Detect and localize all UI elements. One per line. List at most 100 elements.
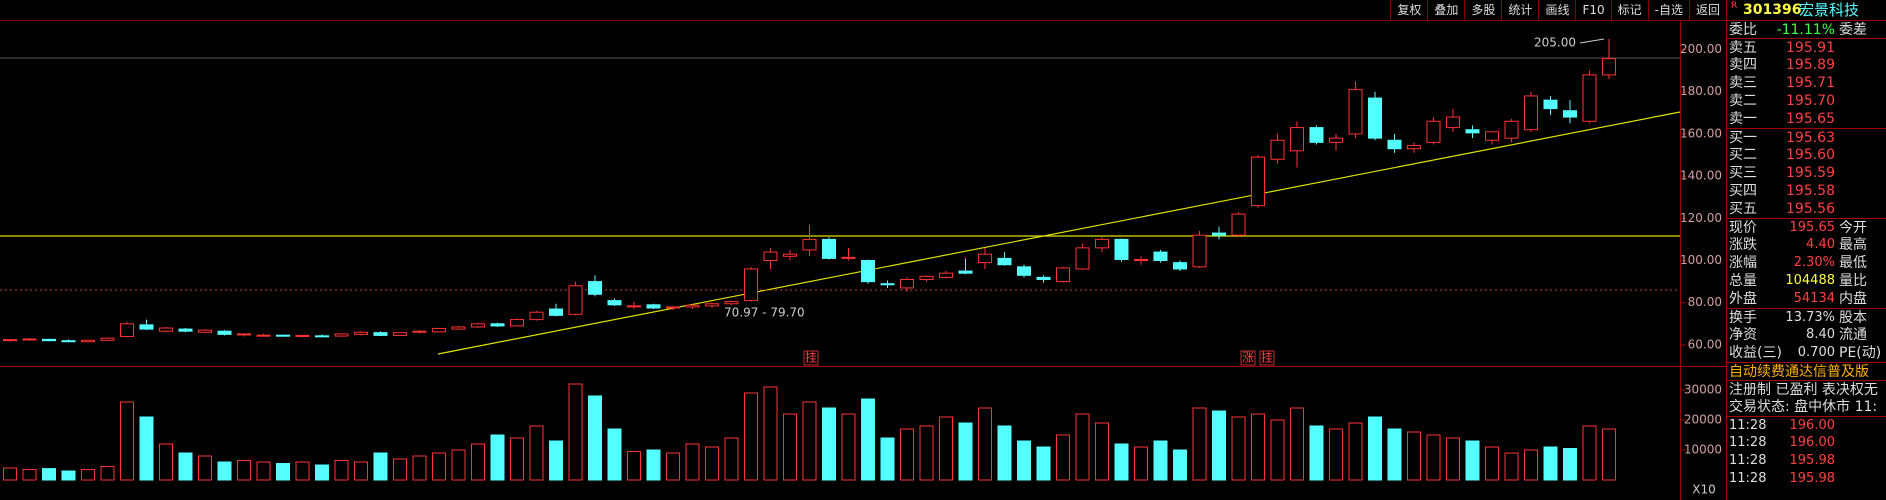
toolbar-button[interactable]: 多股 [1464, 0, 1501, 20]
volume-bar [1602, 428, 1616, 481]
volume-bar [1036, 446, 1051, 481]
volume-bar [1017, 440, 1031, 481]
toolbar-button[interactable]: 复权 [1390, 0, 1427, 20]
candle-body [315, 335, 329, 338]
candle-body [22, 338, 37, 341]
ask-row: 卖一 195.65 [1727, 110, 1886, 128]
candle-body [549, 308, 563, 316]
candle-body [1465, 129, 1480, 134]
label: 买一 [1729, 130, 1757, 146]
candle-body [373, 332, 388, 336]
candle-body [666, 306, 680, 309]
volume-bar [1543, 446, 1558, 481]
candle-body [822, 238, 836, 259]
volume-bar [217, 461, 232, 481]
volume-bar [744, 392, 758, 481]
candle-body [1290, 127, 1304, 152]
candle-body [1543, 99, 1558, 110]
toolbar-button[interactable]: 叠加 [1427, 0, 1464, 20]
candle-body [100, 337, 115, 341]
volume-bar [841, 413, 856, 481]
event-box [803, 350, 819, 366]
label: 收益(三) [1729, 345, 1782, 361]
candle-body [685, 304, 700, 308]
candle-body [393, 332, 407, 336]
candle-body [178, 328, 193, 332]
candle-body [432, 327, 446, 333]
volume-bar [1387, 428, 1402, 481]
volume-bar [1485, 446, 1499, 481]
candle-body [1095, 238, 1109, 249]
tags-row: 注册制 已盈利 表决权无 [1727, 380, 1886, 399]
volume-bar [1192, 407, 1207, 481]
event-box [1240, 350, 1256, 366]
notice: 自动续费通达信普及版 [1729, 364, 1869, 380]
annotation-arrow [1579, 38, 1605, 44]
toolbar-button[interactable]: -自选 [1647, 0, 1689, 20]
candle-body [1309, 127, 1324, 143]
toolbar-button[interactable]: 画线 [1538, 0, 1575, 20]
trade-row: 11:28 195.98 [1727, 452, 1886, 470]
event-label: 挂 [1261, 351, 1273, 365]
volume-bar [1173, 449, 1187, 481]
price: 195.63 [1786, 130, 1835, 146]
volume-bar [510, 437, 524, 481]
candle-body [1251, 156, 1265, 207]
volume-bar [1329, 428, 1343, 481]
volume-bar [373, 452, 388, 481]
volume-bar [997, 425, 1012, 481]
volume-bar [1114, 443, 1129, 481]
candle-body [646, 304, 661, 309]
status-row: 交易状态: 盘中休市 11: [1727, 398, 1886, 416]
volume-bar [198, 455, 212, 481]
label: 委比 [1729, 22, 1757, 38]
y-tick-label: 120.00 [1680, 211, 1722, 225]
volume-bar [646, 449, 661, 481]
toolbar-button[interactable]: 统计 [1501, 0, 1538, 20]
volume-bar [1134, 446, 1148, 481]
candle-body [1270, 139, 1285, 160]
value: 104488 [1785, 273, 1835, 288]
y-tick-label: 30000 [1684, 383, 1722, 397]
y-tick-label: 140.00 [1680, 169, 1722, 183]
candle-body [1056, 267, 1070, 283]
candle-body [61, 340, 76, 343]
candle-body [354, 331, 368, 335]
toolbar-button[interactable]: 标记 [1610, 0, 1648, 20]
value: 8.40 [1806, 327, 1835, 342]
label: 今开 [1839, 220, 1867, 236]
label: 总量 [1729, 273, 1757, 289]
candle-body [1582, 74, 1597, 122]
stock-name: 宏景科技 [1799, 1, 1860, 19]
volume-bar [900, 428, 914, 481]
volume-bar [1446, 437, 1460, 481]
candle-body [607, 300, 622, 306]
volume-bar [978, 407, 992, 481]
candle-body [1407, 145, 1421, 150]
label: 买二 [1729, 147, 1757, 163]
volume-bar [1524, 449, 1538, 481]
toolbar: 复权 叠加 多股 统计 画线 F10 标记 -自选 返回 [1390, 0, 1726, 21]
candle-body [276, 334, 290, 337]
volume-bar [1309, 425, 1324, 481]
candle-body [919, 275, 934, 280]
volume-bar [705, 446, 719, 481]
candle-body [1368, 97, 1382, 139]
flag: R [1731, 1, 1738, 11]
volume-bar [256, 461, 271, 481]
volume-bar [490, 434, 505, 481]
volume-bar [1465, 440, 1480, 481]
stat-row: 收益(三) 0.700 PE(动) [1727, 344, 1886, 362]
price: 195.70 [1786, 93, 1835, 109]
candle-body [451, 326, 466, 330]
stat-row: 涨幅 2.30% 最低 [1727, 254, 1886, 272]
candle-body [1602, 58, 1616, 76]
candle-body [1387, 139, 1402, 150]
toolbar-button[interactable]: 返回 [1688, 0, 1726, 20]
volume-bar [1212, 410, 1226, 481]
label: 涨跌 [1729, 237, 1757, 253]
toolbar-button[interactable]: F10 [1575, 0, 1610, 20]
label: PE(动) [1839, 345, 1882, 361]
stat-row: 净资 8.40 流通 [1727, 326, 1886, 344]
volume-bar [412, 455, 427, 481]
